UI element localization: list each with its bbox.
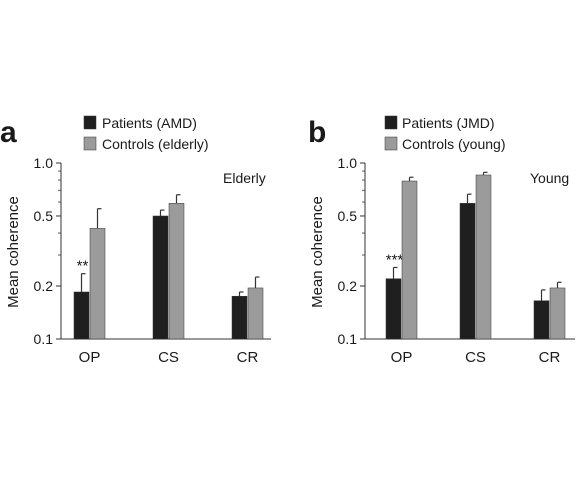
y-tick-label: 0.1	[338, 331, 358, 347]
bar-cr-patients	[231, 295, 248, 340]
bar-op-controls	[401, 180, 418, 340]
x-tick-label-cr: CR	[539, 349, 561, 366]
bar-cr-controls	[247, 287, 264, 340]
bar-op-patients	[73, 291, 90, 340]
legend-swatch-controls	[384, 136, 398, 151]
x-tick-label-cr: CR	[237, 349, 259, 366]
plot-area: 0.1 0.2 0.5 1.0 ** OP CS CR	[34, 155, 271, 366]
legend: Patients (AMD) Controls (elderly)	[83, 115, 209, 152]
y-tick-label: 0.2	[34, 278, 54, 294]
x-tick-label-cs: CS	[158, 349, 179, 366]
panel-letter-a: a	[0, 116, 17, 149]
bar-cs-patients	[459, 203, 476, 340]
legend-label-patients: Patients (JMD)	[402, 115, 495, 131]
y-axis-label: Mean coherence	[309, 196, 326, 308]
legend-swatch-controls	[83, 136, 97, 151]
panel-a: a Mean coherence Elderly Patients (AMD) …	[0, 115, 271, 366]
legend-label-controls: Controls (elderly)	[102, 136, 209, 152]
legend-swatch-patients	[83, 115, 97, 130]
bar-cs-patients	[152, 215, 169, 340]
y-tick-label: 1.0	[34, 155, 54, 171]
y-axis-label: Mean coherence	[5, 196, 22, 308]
x-tick-label-op: OP	[79, 349, 101, 366]
bar-cr-patients	[533, 300, 550, 340]
legend-label-controls: Controls (young)	[402, 136, 506, 152]
y-tick-label: 0.5	[338, 208, 358, 224]
significance-marker: **	[77, 258, 89, 275]
legend-swatch-patients	[384, 115, 398, 130]
bar-cr-controls	[549, 287, 566, 340]
x-tick-label-cs: CS	[465, 349, 486, 366]
bar-op-controls	[89, 228, 106, 340]
y-tick-label: 0.5	[34, 208, 54, 224]
y-tick-label: 0.2	[338, 278, 358, 294]
y-tick-label: 1.0	[338, 155, 358, 171]
bar-cs-controls	[475, 174, 492, 340]
panel-letter-b: b	[308, 116, 326, 149]
chart-annotation: Young	[530, 170, 569, 186]
bar-op-patients	[385, 278, 402, 340]
significance-marker: ***	[386, 251, 404, 268]
bar-cs-controls	[168, 203, 185, 340]
panel-b: b Mean coherence Young Patients (JMD) Co…	[308, 115, 575, 366]
plot-area: 0.1 0.2 0.5 1.0 *** OP CS CR	[338, 155, 575, 366]
legend-label-patients: Patients (AMD)	[102, 115, 197, 131]
y-tick-label: 0.1	[34, 331, 54, 347]
chart-annotation: Elderly	[223, 170, 266, 186]
legend: Patients (JMD) Controls (young)	[384, 115, 506, 152]
x-tick-label-op: OP	[391, 349, 413, 366]
